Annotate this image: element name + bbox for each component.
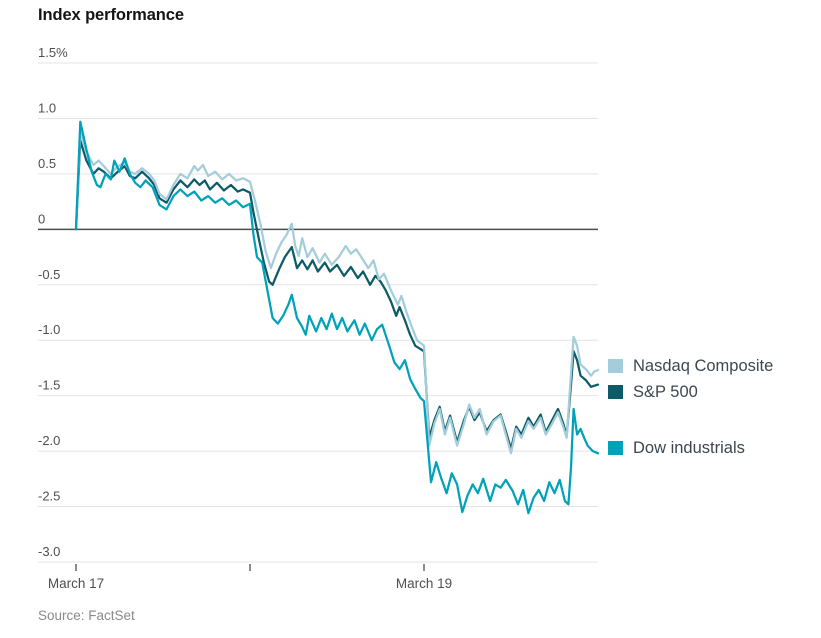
y-axis-label: 1.5%	[38, 45, 68, 60]
legend-label-dow-industrials: Dow industrials	[633, 438, 745, 457]
legend-item-dow-industrials: Dow industrials	[608, 438, 745, 457]
legend-item-nasdaq-composite: Nasdaq Composite	[608, 356, 774, 375]
source-note: Source: FactSet	[38, 608, 135, 623]
legend-swatch-nasdaq-composite	[608, 359, 623, 373]
legend-swatch-dow-industrials	[608, 441, 623, 455]
series-line-s-p-500	[74, 139, 600, 451]
legend-label-sp-500: S&P 500	[633, 382, 698, 401]
legend-item-sp-500: S&P 500	[608, 382, 698, 401]
legend-label-nasdaq-composite: Nasdaq Composite	[633, 356, 774, 375]
y-axis-label: -3.0	[38, 544, 60, 559]
y-axis-label: 1.0	[38, 100, 56, 115]
y-axis-label: -1.5	[38, 378, 60, 393]
series-line-nasdaq-composite	[74, 130, 600, 455]
y-axis-label: 0	[38, 211, 45, 226]
y-axis-label: -2.0	[38, 433, 60, 448]
x-axis-label: March 19	[396, 576, 452, 591]
legend-swatch-sp-500	[608, 385, 623, 399]
y-axis-label: -2.5	[38, 489, 60, 504]
chart-title: Index performance	[38, 6, 184, 24]
y-axis-label: -0.5	[38, 267, 60, 282]
y-axis-label: -1.0	[38, 322, 60, 337]
x-axis-label: March 17	[48, 576, 104, 591]
series-line-dow-industrials	[74, 120, 600, 515]
y-axis-label: 0.5	[38, 156, 56, 171]
